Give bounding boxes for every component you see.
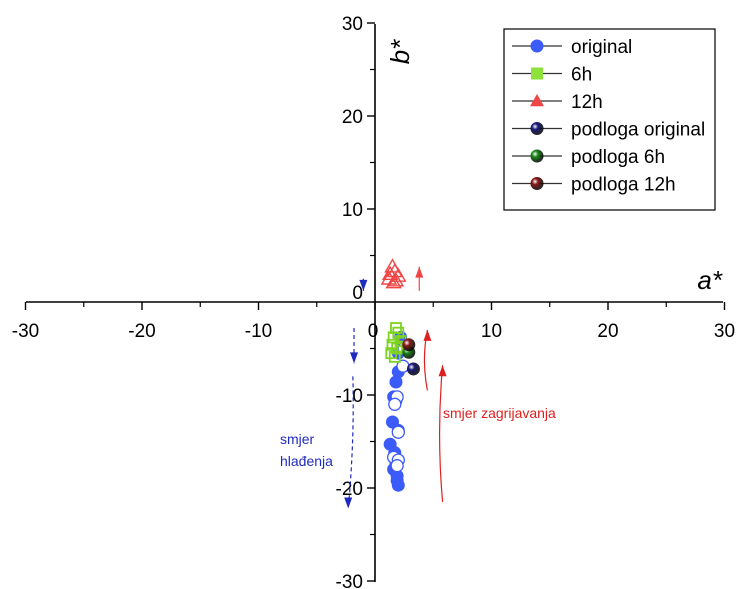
x-tick-label: 0 <box>368 321 379 342</box>
y-tick-label: -10 <box>336 386 363 407</box>
y-tick-label: 10 <box>342 200 363 221</box>
legend-marker <box>530 94 544 107</box>
y-tick-label: 0 <box>352 283 363 304</box>
data-point <box>391 425 405 439</box>
legend-label: original <box>571 37 632 58</box>
arrow-head <box>359 279 368 291</box>
arrow-line <box>438 365 444 503</box>
x-tick-label: -20 <box>128 321 155 342</box>
y-axis-label: b* <box>385 39 415 64</box>
legend-label: podloga 6h <box>571 147 665 168</box>
data-point <box>385 347 398 360</box>
legend-label: podloga 12h <box>571 175 676 196</box>
arrow-head <box>344 497 353 509</box>
y-tick-label: -30 <box>336 572 363 589</box>
annotation-heating: smjer zagrijavanja <box>443 405 556 421</box>
arrow-head <box>350 352 359 364</box>
data-point <box>402 338 416 352</box>
data-point <box>406 362 420 376</box>
legend-marker <box>530 149 544 163</box>
data-point <box>387 331 400 344</box>
arrow-line <box>347 376 354 509</box>
x-tick-label: 20 <box>597 321 618 342</box>
data-point <box>388 350 401 363</box>
x-tick-label: 30 <box>714 321 735 342</box>
legend: original 6h 12h podloga original podloga 6h p… <box>503 28 716 211</box>
data-point <box>387 272 405 287</box>
y-tick-label: 30 <box>342 14 363 35</box>
arrow-head <box>415 266 424 278</box>
annotation-cooling: smjer hlađenja <box>280 431 333 469</box>
annotation-cooling-line1: smjer <box>280 431 315 447</box>
direction-arrows <box>344 266 447 509</box>
data-point <box>390 459 404 473</box>
legend-marker <box>530 177 544 190</box>
x-axis-label: a* <box>697 265 722 295</box>
data-points <box>380 258 420 492</box>
x-tick-label: 10 <box>481 321 502 342</box>
legend-marker <box>530 39 544 53</box>
annotation-cooling-line2: hlađenja <box>280 453 333 469</box>
arrow-head <box>423 329 432 341</box>
legend-label: 6h <box>571 65 592 86</box>
y-tick-label: 20 <box>342 107 363 128</box>
data-point <box>389 375 403 389</box>
x-tick-label: -30 <box>12 321 39 342</box>
arrow-head <box>438 365 447 377</box>
data-point <box>385 274 402 289</box>
legend-label: 12h <box>571 92 603 113</box>
legend-marker <box>531 67 543 80</box>
legend-marker <box>530 122 544 135</box>
x-tick-label: -10 <box>245 321 272 342</box>
data-point <box>391 478 405 492</box>
legend-label: podloga original <box>571 120 705 141</box>
data-point <box>381 265 399 281</box>
data-point <box>388 397 402 411</box>
